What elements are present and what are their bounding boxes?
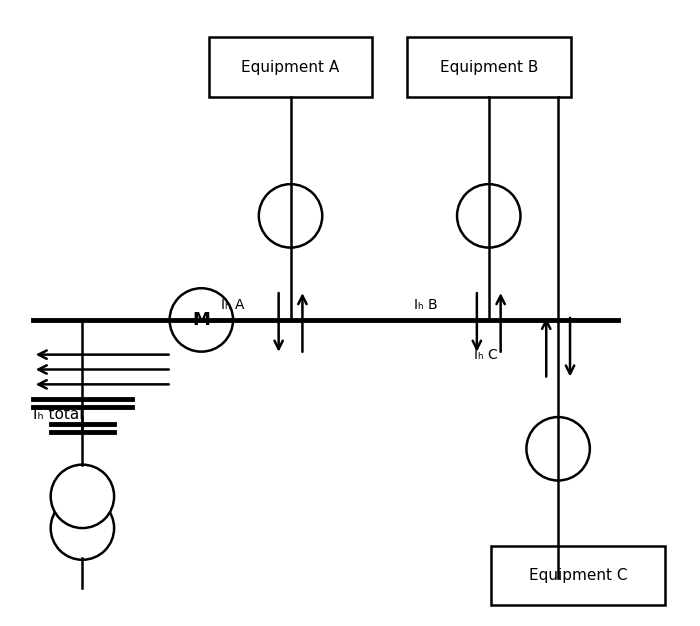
Text: Equipment A: Equipment A bbox=[241, 59, 340, 74]
Text: Equipment B: Equipment B bbox=[440, 59, 538, 74]
Bar bbox=[491, 546, 665, 605]
Text: Iₕ B: Iₕ B bbox=[414, 298, 438, 312]
Circle shape bbox=[457, 184, 521, 248]
Circle shape bbox=[526, 417, 590, 481]
Text: Iₕ C: Iₕ C bbox=[474, 347, 498, 362]
Text: M: M bbox=[193, 311, 210, 329]
Text: Iₕ A: Iₕ A bbox=[221, 298, 245, 312]
Circle shape bbox=[50, 496, 114, 560]
Circle shape bbox=[259, 184, 322, 248]
Bar bbox=[407, 38, 570, 97]
Text: Iₕ total: Iₕ total bbox=[33, 407, 83, 421]
Circle shape bbox=[169, 288, 233, 352]
Text: Equipment C: Equipment C bbox=[528, 568, 627, 583]
Bar bbox=[209, 38, 372, 97]
Circle shape bbox=[50, 464, 114, 528]
